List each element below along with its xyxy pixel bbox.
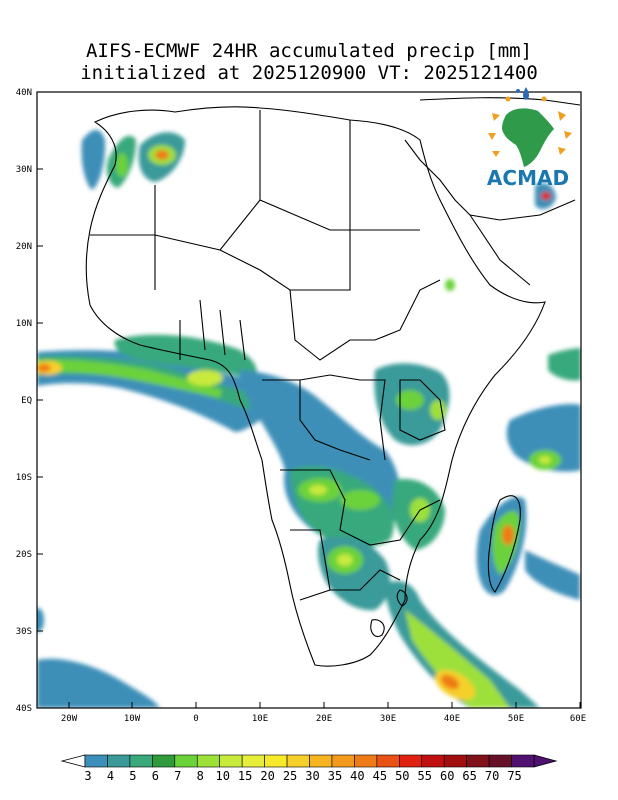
colorbar-swatch <box>107 754 131 768</box>
lon-label: 20W <box>61 714 78 724</box>
lat-label: 10N <box>16 319 32 329</box>
colorbar-swatch <box>152 754 176 768</box>
colorbar-swatch <box>174 754 198 768</box>
colorbar-swatch <box>309 754 333 768</box>
colorbar-swatch <box>421 754 445 768</box>
lon-label: 50E <box>508 714 524 724</box>
colorbar-swatch <box>354 754 378 768</box>
colorbar-label: 15 <box>238 769 252 783</box>
colorbar-swatch <box>443 754 467 768</box>
sun-rays-icon <box>488 87 572 157</box>
axis-ticks <box>37 91 581 709</box>
lat-label: 20N <box>16 242 32 252</box>
lat-label: 20S <box>16 550 32 560</box>
lon-labels: 20W 10W 0 10E 20E 30E 40E 50E 60E <box>61 714 586 724</box>
colorbar-swatch <box>488 754 512 768</box>
colorbar-swatch <box>129 754 153 768</box>
lon-label: 0 <box>193 714 198 724</box>
lon-label: 60E <box>570 714 586 724</box>
colorbar-label: 25 <box>283 769 297 783</box>
lon-label: 40E <box>444 714 460 724</box>
colorbar-swatch <box>466 754 490 768</box>
colorbar-label: 4 <box>107 769 114 783</box>
colorbar-label: 55 <box>418 769 432 783</box>
africa-icon <box>502 108 554 167</box>
colorbar-label: 75 <box>507 769 521 783</box>
colorbar-label: 5 <box>129 769 136 783</box>
lat-label: 10S <box>16 473 32 483</box>
colorbar-label: 65 <box>462 769 476 783</box>
colorbar-swatch <box>84 754 108 768</box>
colorbar-high-arrow <box>533 754 558 768</box>
lat-labels: 40N 30N 20N 10N EQ 10S 20S 30S 40S <box>16 88 32 714</box>
colorbar-swatch <box>331 754 355 768</box>
colorbar-label: 35 <box>328 769 342 783</box>
colorbar-label: 3 <box>84 769 91 783</box>
lat-label: 30N <box>16 165 32 175</box>
map-title-line1: AIFS-ECMWF 24HR accumulated precip [mm] <box>85 40 533 62</box>
colorbar-swatch <box>196 754 221 768</box>
colorbar-label: 40 <box>350 769 364 783</box>
colorbar: 3 4 5 6 7 8 10 15 20 25 30 35 40 45 50 55 60 65 70 75 <box>60 754 558 783</box>
colorbar-label: 60 <box>440 769 454 783</box>
map-title-line2: initialized at 2025120900 VT: 2025121400 <box>80 62 538 84</box>
colorbar-label: 8 <box>197 769 204 783</box>
lat-label: 40N <box>16 88 32 98</box>
colorbar-swatch <box>219 754 243 768</box>
colorbar-swatch <box>398 754 423 768</box>
lon-label: 10W <box>124 714 141 724</box>
colorbar-swatch <box>511 754 535 768</box>
lat-label: EQ <box>21 396 32 406</box>
colorbar-label: 50 <box>395 769 409 783</box>
lat-label: 30S <box>16 627 32 637</box>
precip-field <box>37 129 581 708</box>
lon-label: 20E <box>316 714 332 724</box>
colorbar-label: 6 <box>152 769 159 783</box>
colorbar-swatch <box>376 754 400 768</box>
country-borders <box>85 97 581 667</box>
acmad-logo: ACMAD <box>487 87 572 190</box>
colorbar-label: 7 <box>174 769 181 783</box>
colorbar-label: 20 <box>260 769 274 783</box>
lon-label: 30E <box>380 714 396 724</box>
logo-text: ACMAD <box>487 166 569 190</box>
colorbar-label: 70 <box>485 769 499 783</box>
colorbar-swatch <box>286 754 310 768</box>
colorbar-low-arrow <box>60 754 86 768</box>
colorbar-label: 10 <box>215 769 229 783</box>
colorbar-label: 45 <box>373 769 387 783</box>
colorbar-swatch <box>264 754 288 768</box>
colorbar-label: 30 <box>305 769 319 783</box>
colorbar-swatch <box>241 754 265 768</box>
lat-label: 40S <box>16 704 32 714</box>
lon-label: 10E <box>252 714 268 724</box>
